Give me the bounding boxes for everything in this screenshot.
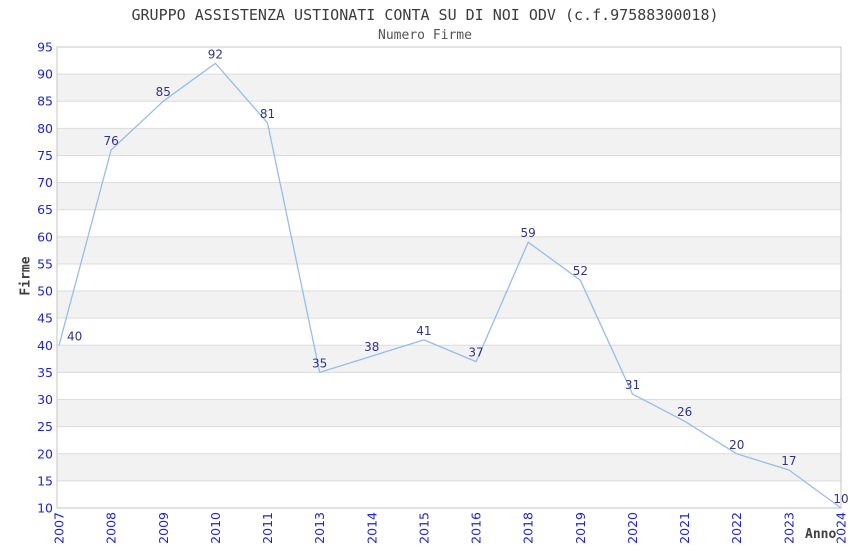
data-point-label: 31 — [625, 378, 640, 392]
y-tick-label: 10 — [37, 501, 53, 516]
data-point-label: 17 — [781, 454, 796, 468]
x-tick-label: 2024 — [834, 512, 849, 544]
y-tick-label: 70 — [37, 175, 53, 190]
data-point-label: 76 — [103, 134, 118, 148]
chart-subtitle: Numero Firme — [378, 28, 472, 43]
chart-title: GRUPPO ASSISTENZA USTIONATI CONTA SU DI … — [131, 6, 719, 24]
data-point-label: 38 — [364, 340, 379, 354]
y-tick-label: 75 — [37, 148, 53, 163]
plot-band — [57, 128, 841, 156]
x-tick-label: 2010 — [208, 512, 223, 544]
x-tick-label: 2023 — [781, 512, 796, 544]
data-point-label: 85 — [156, 85, 171, 99]
y-tick-label: 30 — [37, 392, 53, 407]
plot-band — [57, 399, 841, 427]
x-tick-label: 2015 — [416, 512, 431, 544]
plot-band — [57, 182, 841, 210]
x-tick-label: 2022 — [729, 512, 744, 544]
x-axis-title: Anno — [805, 527, 837, 542]
x-tick-label: 2013 — [312, 512, 327, 544]
x-tick-label: 2007 — [52, 512, 67, 544]
x-tick-label: 2011 — [260, 512, 275, 544]
x-tick-label: 2009 — [156, 512, 171, 544]
x-tick-label: 2018 — [521, 512, 536, 544]
plot-border — [56, 46, 842, 509]
plot-band — [57, 236, 841, 264]
plot-band — [57, 345, 841, 373]
data-point-label: 26 — [677, 405, 692, 419]
y-tick-label: 15 — [37, 473, 53, 488]
x-tick-label: 2021 — [677, 512, 692, 544]
y-tick-label: 20 — [37, 446, 53, 461]
x-tick-label: 2019 — [573, 512, 588, 544]
data-point-label: 10 — [833, 492, 848, 506]
data-point-label: 59 — [521, 226, 536, 240]
y-tick-label: 95 — [37, 40, 53, 55]
data-point-label: 40 — [67, 329, 82, 343]
plot-band — [57, 453, 841, 481]
x-tick-label: 2014 — [364, 512, 379, 544]
y-tick-label: 45 — [37, 311, 53, 326]
data-point-label: 81 — [260, 107, 275, 121]
y-tick-label: 40 — [37, 338, 53, 353]
y-axis-title: Firme — [18, 256, 34, 296]
plot-band — [57, 74, 841, 102]
data-point-label: 35 — [312, 356, 327, 370]
y-tick-label: 50 — [37, 284, 53, 299]
y-tick-label: 60 — [37, 229, 53, 244]
x-tick-label: 2008 — [104, 512, 119, 544]
y-tick-label: 90 — [37, 67, 53, 82]
data-point-label: 20 — [729, 438, 744, 452]
y-tick-label: 35 — [37, 365, 53, 380]
y-tick-label: 25 — [37, 419, 53, 434]
data-point-label: 52 — [573, 264, 588, 278]
y-tick-label: 85 — [37, 94, 53, 109]
x-tick-label: 2020 — [625, 512, 640, 544]
y-tick-label: 65 — [37, 202, 53, 217]
data-line — [58, 62, 842, 509]
plot-band — [57, 291, 841, 319]
y-tick-label: 80 — [37, 121, 53, 136]
data-point-label: 41 — [416, 324, 431, 338]
y-tick-label: 55 — [37, 256, 53, 271]
x-tick-label: 2016 — [469, 512, 484, 544]
data-point-label: 37 — [468, 346, 483, 360]
data-point-label: 92 — [208, 47, 223, 61]
